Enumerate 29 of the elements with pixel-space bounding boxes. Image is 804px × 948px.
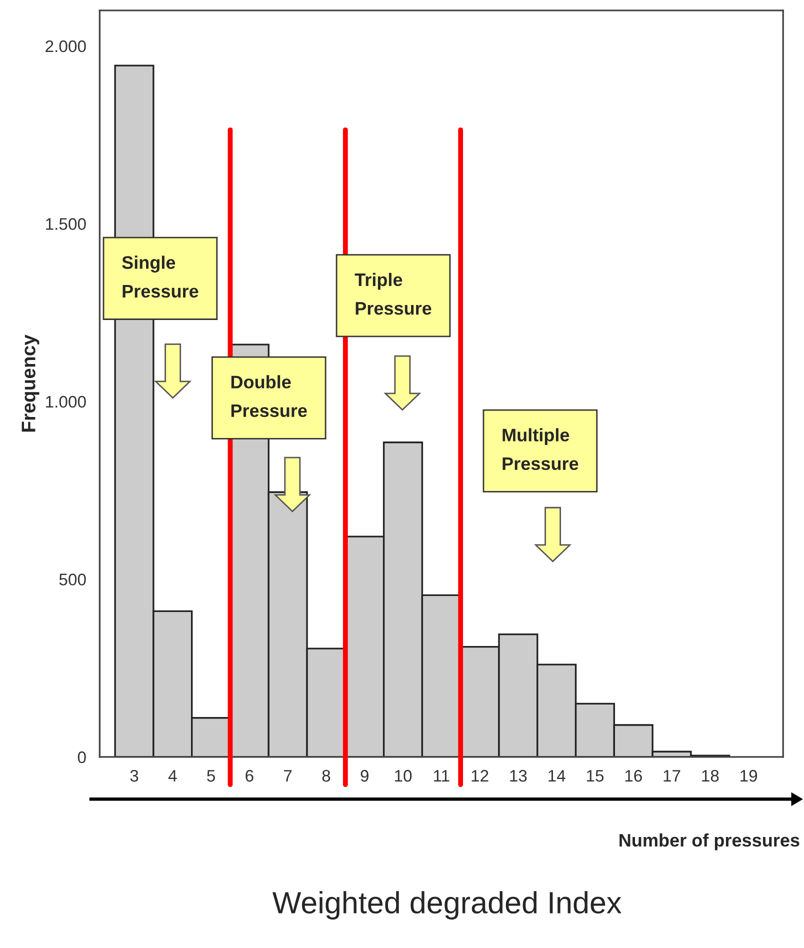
x-tick-label: 9	[360, 770, 368, 782]
y-tick-label: 2.000	[46, 40, 86, 52]
x-tick-label: 18	[702, 770, 719, 782]
y-axis-title: Frequency	[22, 334, 40, 432]
x-tick-label: 14	[548, 770, 566, 782]
annotation: Multiple Pressure	[502, 428, 578, 470]
annotation: Triple Pressure	[354, 272, 432, 315]
x-tick-label: 13	[510, 770, 527, 782]
y-tick-label: 0	[78, 751, 86, 764]
x-tick-label: 8	[322, 770, 330, 782]
y-tick-label: 500	[59, 574, 86, 586]
y-tick-label: 1.000	[46, 396, 86, 408]
x-tick-label: 16	[625, 770, 642, 782]
x-tick-label: 17	[664, 770, 680, 782]
x-tick-label: 12	[472, 770, 488, 782]
x-tick-label: 19	[740, 770, 758, 782]
x-tick-label: 7	[284, 770, 292, 782]
x-tick-label: 11	[434, 770, 450, 782]
x-tick-label: 6	[246, 770, 254, 782]
x-tick-label: 3	[130, 770, 138, 782]
annotation: Double Pressure	[231, 375, 307, 418]
y-tick-label: 1.500	[46, 218, 86, 230]
x-tick-label: 4	[168, 770, 177, 782]
annotation: Single Pressure	[122, 256, 198, 298]
x-tick-label: 15	[586, 770, 604, 782]
x-axis-title: Number of pressures	[620, 833, 800, 850]
text: Weighted degraded Index	[272, 891, 622, 920]
x-tick-label: 10	[395, 770, 412, 782]
x-tick-label: 5	[207, 770, 215, 782]
